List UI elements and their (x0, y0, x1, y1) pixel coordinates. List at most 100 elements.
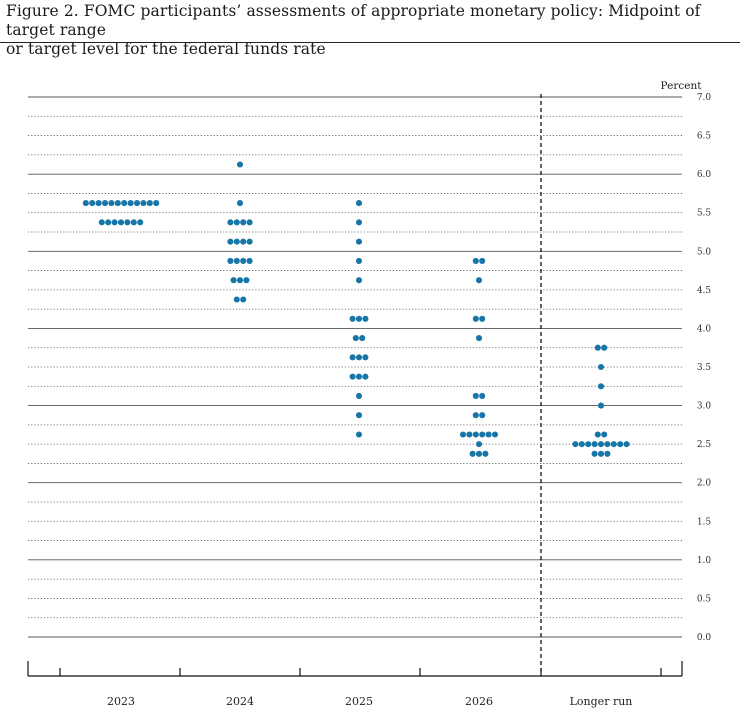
participant-dot (597, 441, 605, 448)
participant-dot (227, 238, 234, 245)
participant-dot (233, 296, 240, 303)
participant-dot (82, 200, 89, 207)
participant-dot (591, 441, 598, 448)
y-tick-label: 2.0 (697, 479, 712, 489)
participant-dot (95, 200, 102, 207)
y-tick-label: 1.0 (697, 556, 712, 566)
y-tick-label: 3.5 (697, 363, 712, 373)
figure-title-line-2: or target level for the federal funds ra… (6, 40, 326, 58)
participant-dot (349, 315, 356, 322)
participant-dot (610, 441, 617, 448)
participant-dot (472, 257, 479, 264)
participant-dot (578, 441, 585, 448)
x-category-label: 2024 (226, 695, 254, 708)
participant-dot (475, 450, 483, 457)
participant-dot (617, 441, 624, 448)
participant-dot (355, 315, 363, 322)
participant-dot (475, 441, 483, 448)
participant-dot (124, 219, 131, 226)
participant-dot (349, 354, 356, 361)
participant-dot (355, 431, 363, 438)
participant-dot (137, 219, 144, 226)
participant-dot (601, 344, 608, 351)
participant-dot (472, 315, 479, 322)
y-tick-label: 1.5 (697, 517, 712, 527)
participant-dot (604, 450, 611, 457)
participant-dot (594, 344, 601, 351)
participant-dot (362, 354, 369, 361)
participant-dot (246, 257, 253, 264)
participant-dot (140, 200, 147, 207)
participant-dot (469, 450, 476, 457)
participant-dot (117, 219, 125, 226)
participant-dot (355, 277, 363, 284)
participant-dot (230, 277, 237, 284)
participant-dot (594, 431, 601, 438)
y-tick-label: 4.5 (697, 286, 712, 296)
x-category-label: 2025 (345, 695, 373, 708)
participant-dot (105, 219, 112, 226)
figure-title-line-1: Figure 2. FOMC participants’ assessments… (6, 2, 701, 39)
participant-dot (479, 431, 486, 438)
participant-dot (240, 238, 247, 245)
participant-dot (114, 200, 121, 207)
participant-dot (240, 296, 247, 303)
participant-dot (479, 392, 486, 399)
participant-dot (472, 431, 479, 438)
participant-dot (236, 277, 244, 284)
y-tick-label: 4.0 (697, 324, 712, 334)
participant-dot (482, 450, 489, 457)
participant-dot (246, 238, 253, 245)
participant-dot (133, 200, 141, 207)
figure-title: Figure 2. FOMC participants’ assessments… (6, 2, 732, 59)
y-axis-unit-label: Percent (661, 80, 703, 92)
participant-dot (472, 392, 479, 399)
y-tick-label: 7.0 (697, 93, 712, 103)
participant-dot (601, 431, 608, 438)
y-tick-label: 6.5 (697, 132, 712, 142)
participant-dot (98, 219, 105, 226)
y-tick-label: 0.5 (697, 594, 712, 604)
participant-dot (127, 200, 134, 207)
y-tick-label: 3.0 (697, 402, 712, 412)
participant-dot (459, 431, 467, 438)
participant-dot (475, 335, 483, 342)
participant-dot (362, 373, 369, 380)
participant-dot (355, 238, 363, 245)
participant-dot (491, 431, 499, 438)
participant-dot (130, 219, 137, 226)
participant-dot (236, 200, 244, 207)
participant-dot (604, 441, 611, 448)
participant-dot (585, 441, 592, 448)
participant-dot (362, 315, 369, 322)
participant-dot (355, 373, 363, 380)
participant-dot (466, 431, 473, 438)
participant-dot (108, 200, 115, 207)
y-tick-label: 5.5 (697, 209, 712, 219)
y-tick-label: 0.0 (697, 633, 712, 643)
participant-dot (227, 219, 234, 226)
participant-dot (355, 412, 363, 419)
participant-dot (472, 412, 479, 419)
participant-dot (479, 257, 486, 264)
x-category-label: Longer run (570, 695, 633, 708)
participant-dot (240, 257, 247, 264)
participant-dot (153, 200, 160, 207)
participant-dot (243, 277, 250, 284)
participant-dot (146, 200, 153, 207)
participant-dot (591, 450, 598, 457)
participant-dot (479, 315, 486, 322)
participant-dot (623, 441, 630, 448)
participant-dot (233, 257, 240, 264)
x-category-label: 2023 (107, 695, 135, 708)
participant-dot (240, 219, 247, 226)
participant-dot (101, 200, 109, 207)
participant-dot (349, 373, 356, 380)
participant-dot (485, 431, 492, 438)
participant-dot (355, 354, 363, 361)
y-tick-label: 2.5 (697, 440, 712, 450)
participant-dot (479, 412, 486, 419)
participant-dot (355, 257, 363, 264)
participant-dot (227, 257, 234, 264)
